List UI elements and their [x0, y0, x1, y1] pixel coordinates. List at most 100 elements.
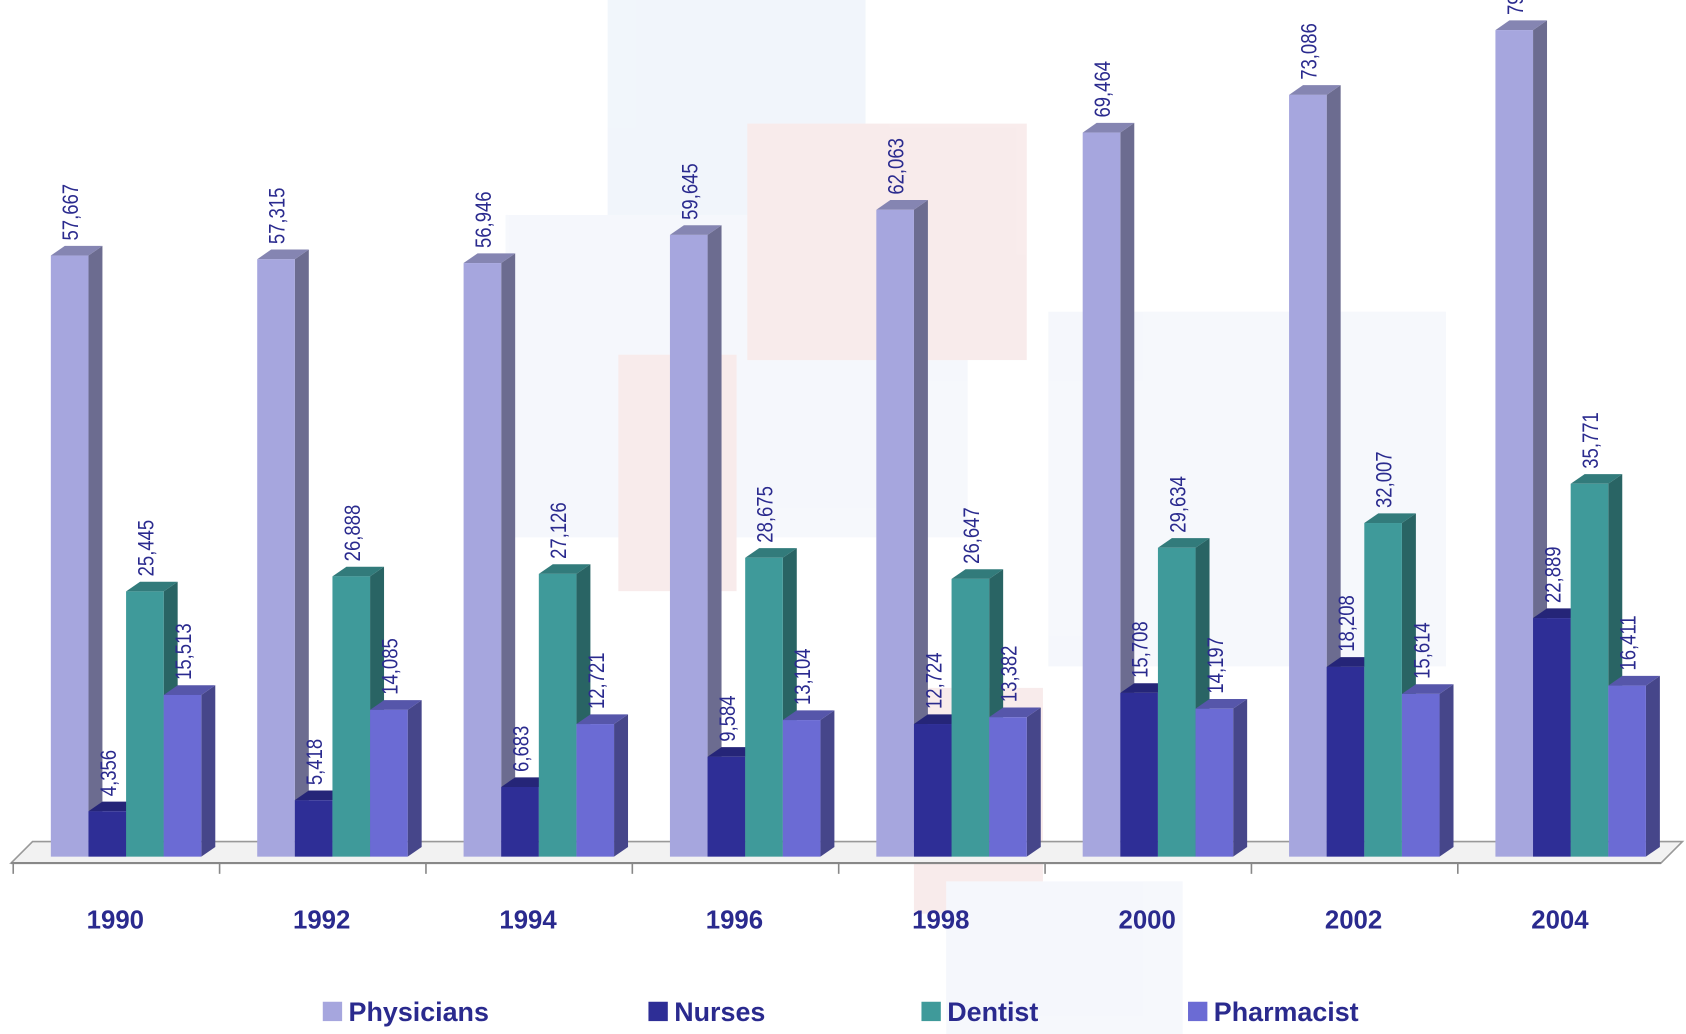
data-label: 15,513: [171, 623, 196, 680]
data-label: 69,464: [1090, 61, 1115, 118]
bar-top: [1364, 513, 1416, 524]
data-label: 16,411: [1616, 615, 1641, 670]
data-label: 5,418: [303, 739, 328, 785]
bar-top: [669, 225, 722, 235]
bar-front: [913, 724, 952, 857]
bar-top: [463, 253, 516, 264]
bar-top: [951, 569, 1004, 579]
bar-top: [50, 245, 103, 256]
legend-swatch: [322, 1001, 343, 1022]
bar-front: [1195, 708, 1234, 857]
bar: [163, 685, 216, 857]
bar-top: [126, 581, 178, 592]
data-label: 35,771: [1578, 412, 1603, 469]
data-label: 12,724: [922, 652, 947, 709]
bar-front: [1570, 483, 1609, 857]
bar: [876, 200, 928, 857]
bar-top: [1157, 538, 1210, 548]
bar-side: [1026, 707, 1041, 857]
x-tick-label: 2004: [1531, 907, 1589, 935]
bar-side: [614, 714, 629, 857]
bar-front: [370, 709, 408, 857]
bar: [989, 707, 1041, 857]
bar-front: [576, 724, 615, 857]
x-tick-label: 1996: [706, 907, 763, 935]
legend-swatch: [648, 1001, 668, 1022]
data-label: 13,382: [997, 646, 1022, 703]
bar-front: [1401, 693, 1440, 857]
bar-front: [257, 259, 295, 857]
bar: [1157, 538, 1210, 857]
bar-front: [1120, 692, 1158, 857]
bar-front: [669, 234, 708, 857]
legend-label: Physicians: [349, 997, 489, 1027]
bar-front: [463, 263, 502, 857]
x-tick-label: 1994: [499, 907, 557, 935]
bar-top: [257, 249, 309, 260]
bar-side: [201, 685, 216, 857]
bar-top: [1495, 20, 1548, 31]
bar-front: [1326, 666, 1365, 857]
data-label: 59,645: [678, 163, 703, 220]
x-tick-label: 2002: [1325, 907, 1382, 935]
bar-front: [1533, 618, 1571, 857]
bar: [370, 700, 422, 857]
data-label: 15,708: [1128, 621, 1153, 678]
data-label: 4,356: [96, 750, 121, 796]
bar-top: [370, 700, 422, 710]
data-label: 25,445: [134, 520, 159, 577]
legend-swatch: [921, 1001, 941, 1022]
bar-front: [88, 811, 127, 857]
bar: [50, 245, 103, 857]
x-tick-label: 1998: [912, 907, 969, 935]
data-label: 26,647: [959, 507, 984, 564]
data-label: 28,675: [753, 486, 778, 543]
legend-label: Pharmacist: [1214, 997, 1359, 1027]
data-label: 14,197: [1203, 637, 1228, 694]
data-label: 12,721: [584, 652, 609, 709]
x-tick-label: 2000: [1119, 907, 1176, 935]
bar-front: [876, 209, 914, 857]
data-label: 22,889: [1541, 546, 1566, 603]
bar-front: [1157, 547, 1196, 857]
bar: [782, 710, 835, 857]
data-label: 14,085: [378, 638, 403, 695]
bar-front: [745, 557, 783, 857]
bar-side: [88, 245, 103, 857]
bar-front: [707, 756, 746, 857]
bar: [1289, 85, 1341, 857]
data-label: 9,584: [715, 695, 740, 741]
bar: [669, 225, 722, 857]
bar-side: [501, 253, 516, 857]
bar-top: [332, 566, 385, 577]
data-label: 18,208: [1334, 595, 1359, 652]
legend-label: Nurses: [674, 997, 765, 1027]
x-tick-label: 1990: [87, 907, 144, 935]
data-label: 57,667: [59, 184, 84, 241]
data-label: 56,946: [471, 191, 496, 248]
data-label: 79,295: [1503, 0, 1528, 15]
bar-top: [1608, 675, 1660, 686]
bar-front: [294, 800, 333, 857]
bar-front: [501, 786, 539, 857]
bar-top: [745, 548, 797, 558]
bar: [1608, 675, 1660, 857]
bar-top: [1195, 698, 1248, 709]
data-label: 57,315: [265, 188, 290, 245]
data-label: 6,683: [509, 726, 534, 772]
bar-top: [1082, 122, 1135, 133]
bar-front: [1289, 94, 1327, 857]
bar-front: [163, 694, 202, 857]
data-label: 73,086: [1297, 23, 1322, 80]
bar-front: [782, 720, 821, 857]
bar: [1401, 684, 1454, 857]
data-label: 27,126: [547, 502, 572, 559]
data-label: 62,063: [884, 138, 909, 195]
bar-front: [50, 255, 89, 857]
bar-side: [913, 200, 928, 857]
legend-swatch: [1188, 1001, 1208, 1022]
bar-top: [576, 714, 629, 725]
bar-front: [332, 576, 371, 857]
bar-front: [951, 578, 990, 857]
